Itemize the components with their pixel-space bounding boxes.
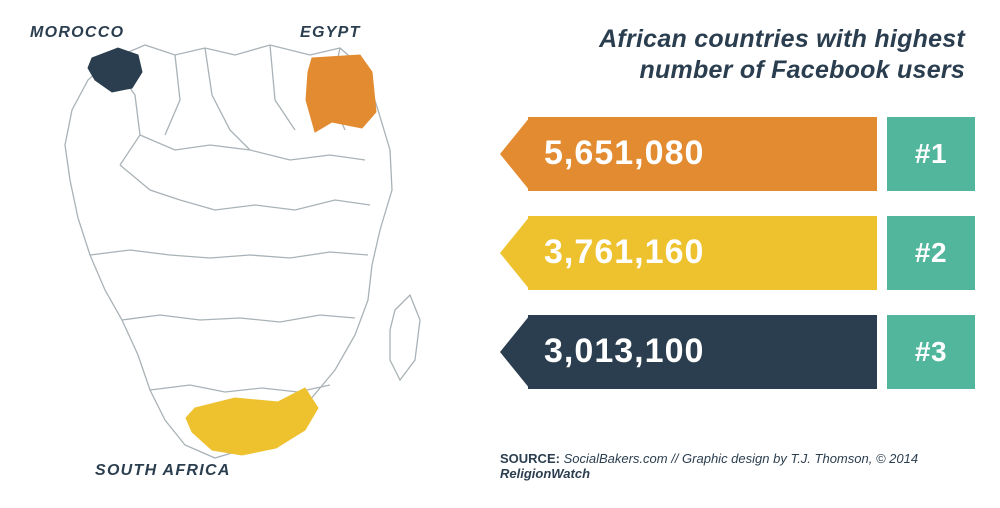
rank-text: #2 xyxy=(915,237,947,269)
bars-container: 5,651,080 #1 3,761,160 #2 3,013,100 #3 xyxy=(500,117,975,389)
bar-row-2: 3,761,160 #2 xyxy=(500,216,975,290)
rank-box: #2 xyxy=(887,216,975,290)
bar-arrow xyxy=(500,117,530,191)
source-text: SocialBakers.com // Graphic design by T.… xyxy=(560,451,918,466)
source-publisher: ReligionWatch xyxy=(500,466,590,481)
label-morocco: MOROCCO xyxy=(30,24,124,42)
africa-map-svg xyxy=(0,0,470,503)
value-text: 3,761,160 xyxy=(544,233,704,272)
source-label: SOURCE: xyxy=(500,451,560,466)
value-bar: 3,013,100 xyxy=(528,315,877,389)
value-text: 3,013,100 xyxy=(544,332,704,371)
value-bar: 5,651,080 xyxy=(528,117,877,191)
bar-arrow xyxy=(500,315,530,389)
data-panel: African countries with highest number of… xyxy=(500,24,975,414)
source-line: SOURCE: SocialBakers.com // Graphic desi… xyxy=(500,451,1000,481)
bar-row-1: 5,651,080 #1 xyxy=(500,117,975,191)
africa-map: MOROCCO EGYPT SOUTH AFRICA xyxy=(0,0,470,503)
label-south-africa: SOUTH AFRICA xyxy=(95,462,231,480)
infographic-title: African countries with highest number of… xyxy=(500,24,975,87)
bar-row-3: 3,013,100 #3 xyxy=(500,315,975,389)
value-bar: 3,761,160 xyxy=(528,216,877,290)
egypt-highlight xyxy=(306,55,376,132)
rank-text: #3 xyxy=(915,336,947,368)
label-egypt: EGYPT xyxy=(300,24,361,42)
value-text: 5,651,080 xyxy=(544,134,704,173)
rank-text: #1 xyxy=(915,138,947,170)
rank-box: #3 xyxy=(887,315,975,389)
rank-box: #1 xyxy=(887,117,975,191)
bar-arrow xyxy=(500,216,530,290)
